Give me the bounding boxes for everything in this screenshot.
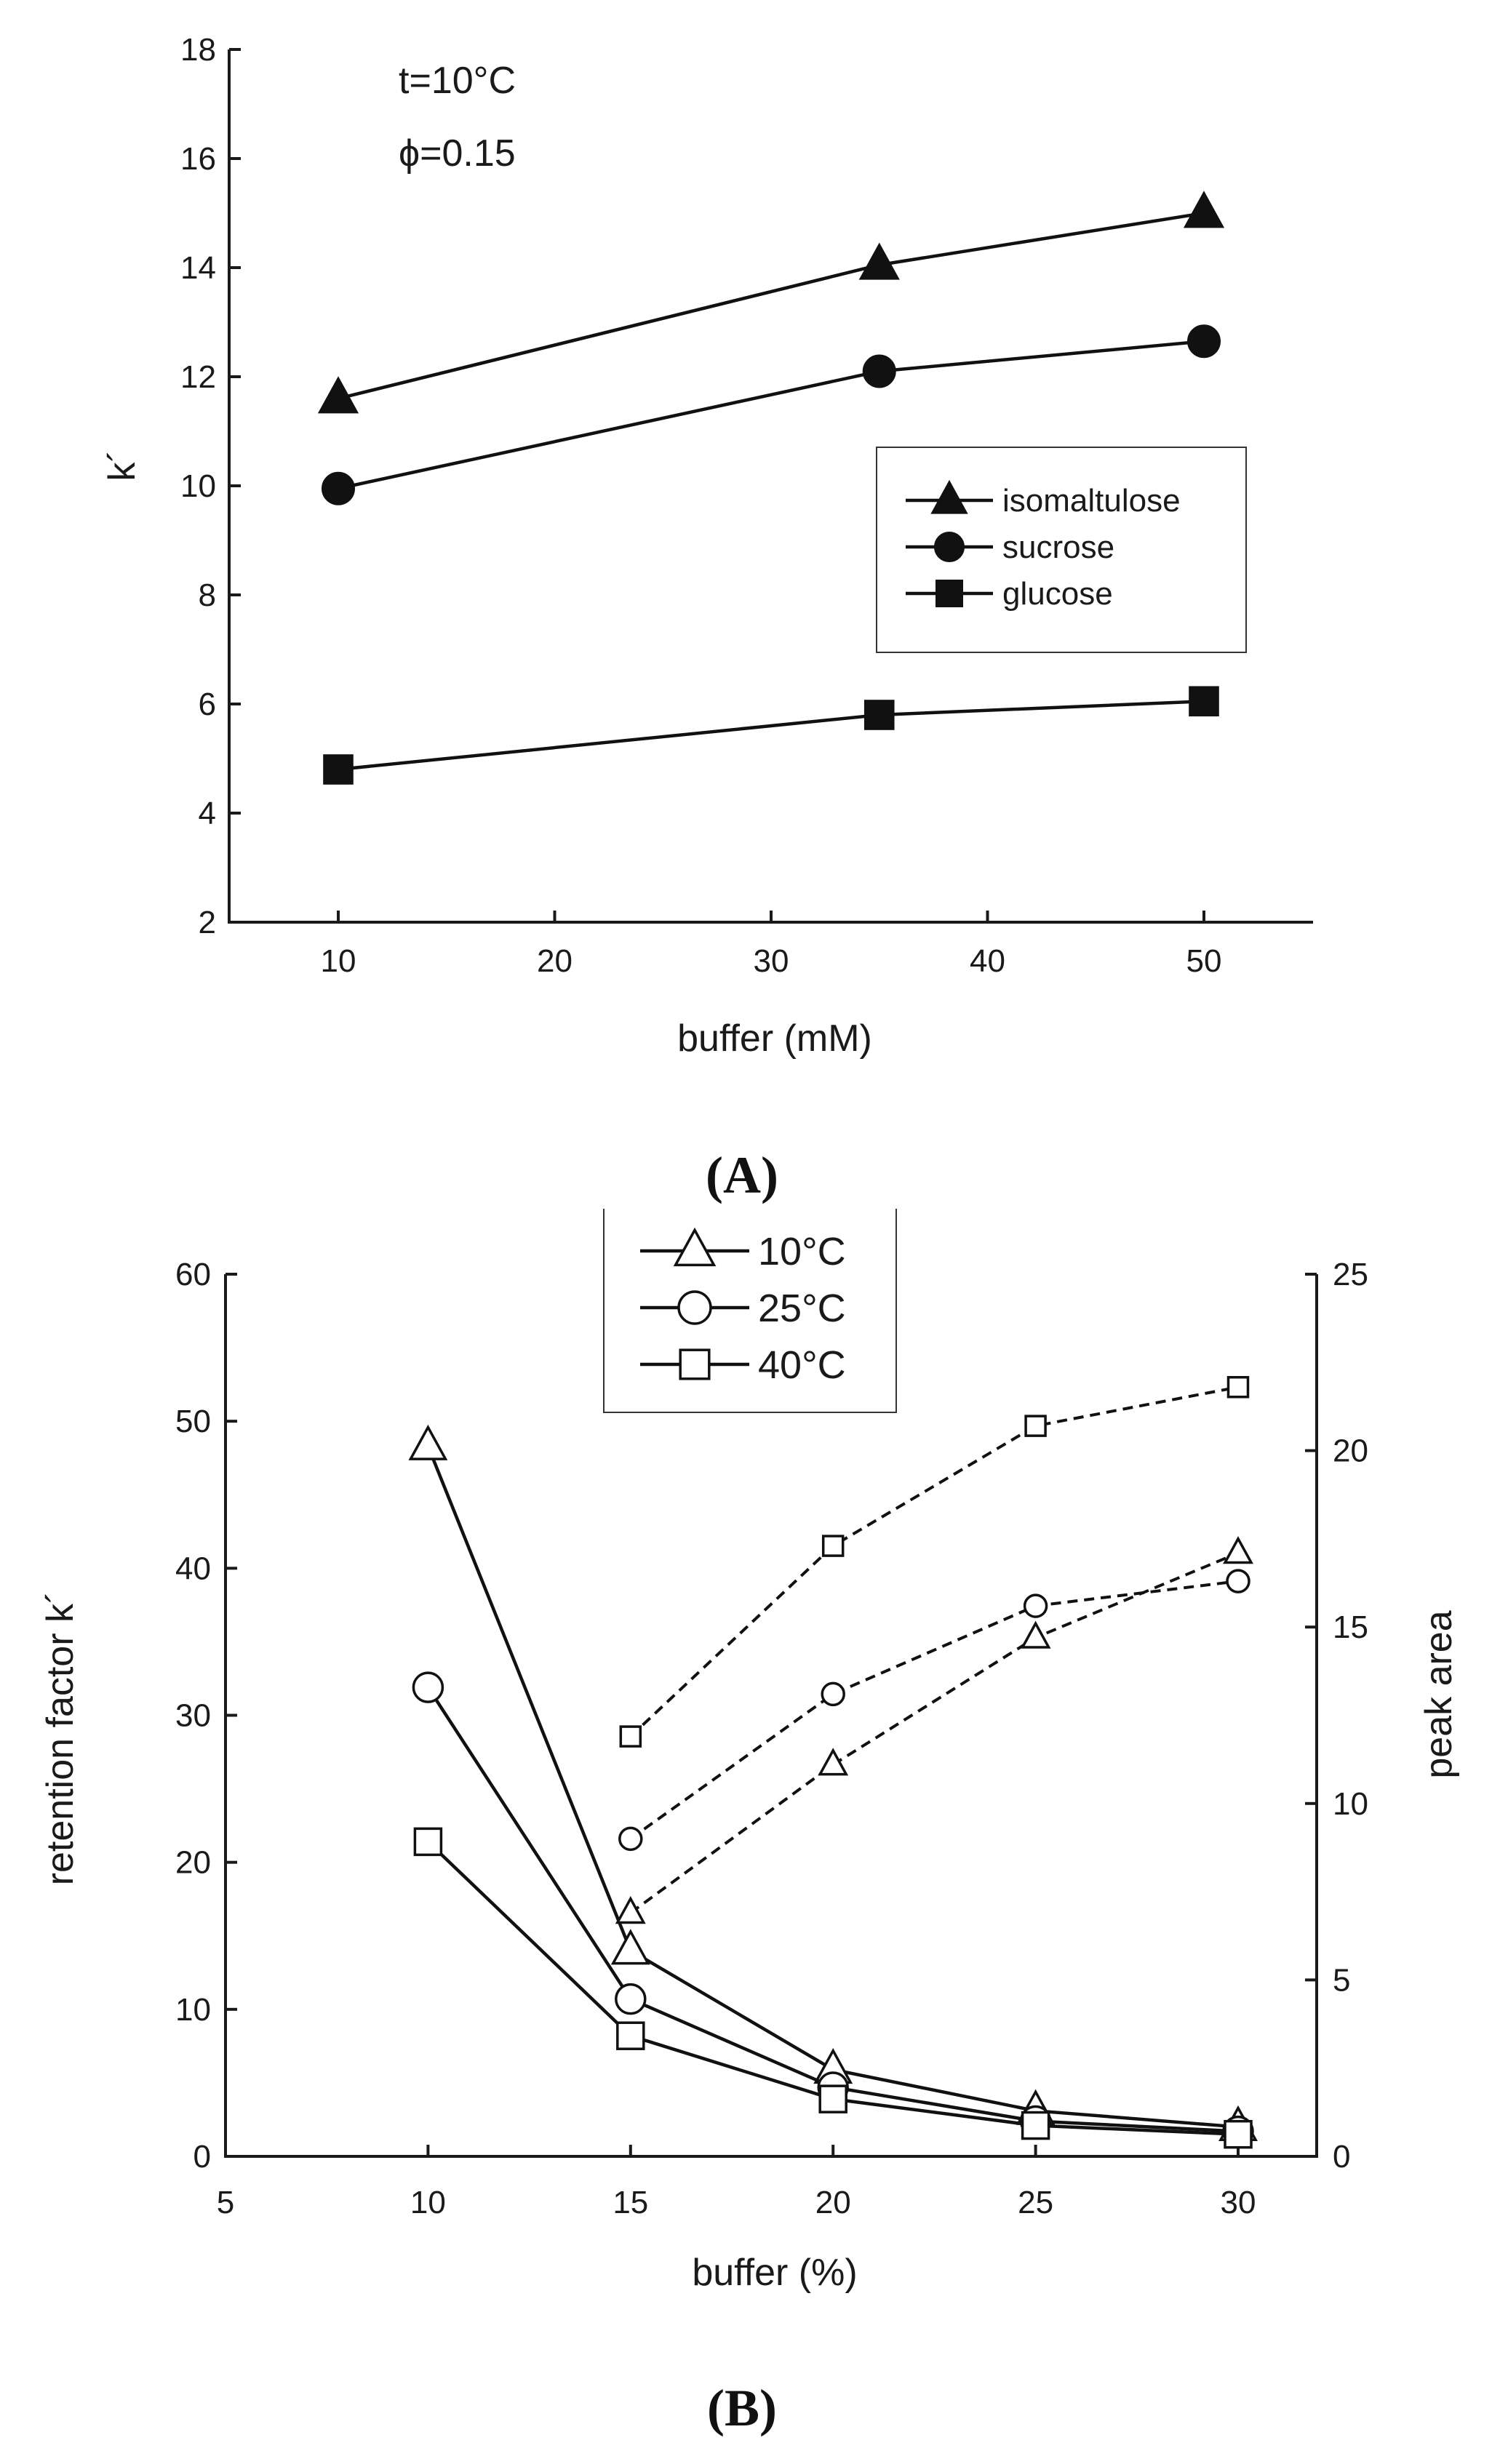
chart-b-xtick-label: 20	[815, 2185, 851, 2220]
chart-b-ytick-left-label: 10	[175, 1992, 211, 2028]
chart-b-ytick-right-label: 20	[1333, 1433, 1368, 1469]
chart-a-glucose-point	[863, 700, 895, 730]
chart-a-ytick-label: 10	[180, 468, 216, 504]
chart-b-legend-marker-40°C	[679, 1348, 711, 1380]
chart-b-40-c-point	[818, 2084, 847, 2113]
chart-a-sucrose-point	[862, 354, 896, 388]
chart-b-xtick-label: 25	[1018, 2185, 1053, 2220]
chart-b-legend-marker-25°C	[677, 1290, 712, 1325]
chart-b-10-c-point	[610, 1929, 650, 1965]
chart-b-legend-box	[603, 1209, 897, 1413]
chart-b-legend-label-10°C: 10°C	[758, 1230, 846, 1273]
chart-b-xtick-label: 5	[217, 2185, 234, 2220]
chart-a-xtick-label: 50	[1186, 943, 1222, 979]
chart-a-axes: 2 4 6 8 10 12 14 16 18 10 20 30 40 50	[180, 32, 1313, 979]
chart-b-ytick-right-label: 10	[1333, 1786, 1368, 1822]
chart-b-xtick-label: 30	[1221, 2185, 1256, 2220]
chart-b-25-c-peak-area-point	[1226, 1569, 1250, 1593]
chart-b-ytick-left-label: 50	[175, 1404, 211, 1439]
chart-a-legend-marker-sucrose	[934, 532, 965, 562]
chart-a-ytick-label: 14	[180, 250, 216, 286]
chart-b-panel-label: (B)	[707, 2379, 777, 2437]
chart-b-ytick-left-label: 40	[175, 1551, 211, 1586]
chart-b-40-c-point	[413, 1827, 443, 1857]
chart-b-25-c-peak-area-point	[618, 1826, 643, 1852]
chart-a-legend-marker-isomaltulose	[930, 479, 968, 514]
chart-b-40-c-point	[1021, 2111, 1050, 2140]
chart-b-10-c-peak-area-point	[1223, 1536, 1253, 1564]
chart-a-ytick-label: 18	[180, 32, 216, 68]
chart-b-ytick-left-label: 60	[175, 1257, 211, 1292]
chart-b-ytick-right-label: 25	[1333, 1257, 1368, 1292]
chart-a-ytick-label: 2	[199, 905, 216, 940]
chart-b-ytick-right-label: 5	[1333, 1962, 1350, 1998]
chart-b-40-c-peak-area-line	[629, 1385, 1239, 1738]
chart-b-40-c-peak-area-point	[1024, 1415, 1047, 1437]
chart-b-ytick-left-label: 0	[194, 2139, 211, 2175]
chart-b-10-c-peak-area-point	[818, 1748, 849, 1776]
chart-b-40-c-point	[1224, 2119, 1253, 2149]
chart-a-series	[317, 191, 1225, 785]
chart-a-annotation-temperature: t=10°C	[399, 60, 516, 102]
chart-a-ytick-label: 16	[180, 141, 216, 177]
chart-a-annotation-phi: ϕ=0.15	[399, 132, 516, 175]
chart-b-legend-label-40°C: 40°C	[758, 1343, 846, 1387]
chart-a-isomaltulose-point	[858, 242, 900, 280]
chart-a-xtick-label: 30	[754, 943, 789, 979]
chart-a-ytick-label: 8	[199, 577, 216, 613]
chart-b-10-c-peak-area-point	[1020, 1620, 1051, 1649]
chart-a-isomaltulose-point	[317, 376, 359, 414]
chart-a-legend-label-glucose: glucose	[1002, 576, 1113, 612]
chart-a-glucose-point	[1189, 686, 1219, 717]
chart-b-xtick-label: 15	[613, 2185, 648, 2220]
chart-b-ylabel-right: peak area	[1418, 1610, 1460, 1778]
chart-a-legend-marker-glucose	[936, 580, 963, 607]
chart-a-legend-label-sucrose: sucrose	[1002, 529, 1114, 565]
chart-b-legend: 10°C 25°C 40°C	[603, 1209, 897, 1413]
chart-a-xtick-label: 20	[537, 943, 573, 979]
chart-a-ytick-label: 4	[199, 796, 216, 831]
chart-b-40-c-point	[616, 2021, 645, 2050]
chart-b-10-c-point	[408, 1424, 448, 1460]
chart-a-xtick-label: 10	[321, 943, 356, 979]
chart-b-25-c-peak-area-point	[1023, 1593, 1048, 1618]
chart-b-10-c-peak-area-line	[629, 1551, 1239, 1914]
chart-b-ytick-right-label: 0	[1333, 2139, 1350, 2175]
chart-b-ylabel-left: retention factor k´	[39, 1591, 81, 1886]
chart-a-legend-label-isomaltulose: isomaltulose	[1002, 483, 1181, 519]
chart-a-sucrose-point	[1187, 324, 1221, 359]
chart-b-ytick-left-label: 30	[175, 1698, 211, 1734]
chart-b-25-c-point	[615, 1983, 647, 2015]
chart-b-legend-label-25°C: 25°C	[758, 1287, 846, 1330]
chart-b-10-c-peak-area-point	[615, 1896, 646, 1924]
chart-b-25-c-peak-area-line	[629, 1580, 1239, 1840]
chart-a-ytick-label: 6	[199, 687, 216, 722]
chart-a-legend-box	[876, 447, 1247, 653]
chart-b-xlabel: buffer (%)	[692, 2252, 857, 2294]
chart-b-25-c-peak-area-point	[821, 1681, 845, 1707]
chart-b-40-c-peak-area-point	[1226, 1376, 1250, 1399]
chart-b-series	[408, 1376, 1258, 2149]
chart-a-ylabel: k´	[101, 449, 143, 481]
chart-b-legend-marker-10°C	[673, 1227, 717, 1267]
chart-a-isomaltulose-point	[1183, 191, 1225, 228]
chart-a-legend: isomaltulose sucrose glucose	[906, 479, 1181, 612]
chart-b-ytick-right-label: 15	[1333, 1609, 1368, 1645]
chart-a-xtick-label: 40	[970, 943, 1005, 979]
chart-b-40-c-peak-area-point	[821, 1535, 845, 1557]
chart-b-25-c-point	[412, 1671, 444, 1703]
chart-a-ytick-label: 12	[180, 359, 216, 395]
chart-a-sucrose-point	[322, 471, 355, 505]
chart-b-xtick-label: 10	[410, 2185, 446, 2220]
chart-b-ytick-left-label: 20	[175, 1845, 211, 1881]
chart-a-xlabel: buffer (mM)	[677, 1017, 872, 1060]
chart-a-glucose-point	[323, 754, 354, 785]
chart-b-40-c-peak-area-point	[619, 1725, 642, 1748]
chart-a-panel-label: (A)	[706, 1146, 778, 1204]
